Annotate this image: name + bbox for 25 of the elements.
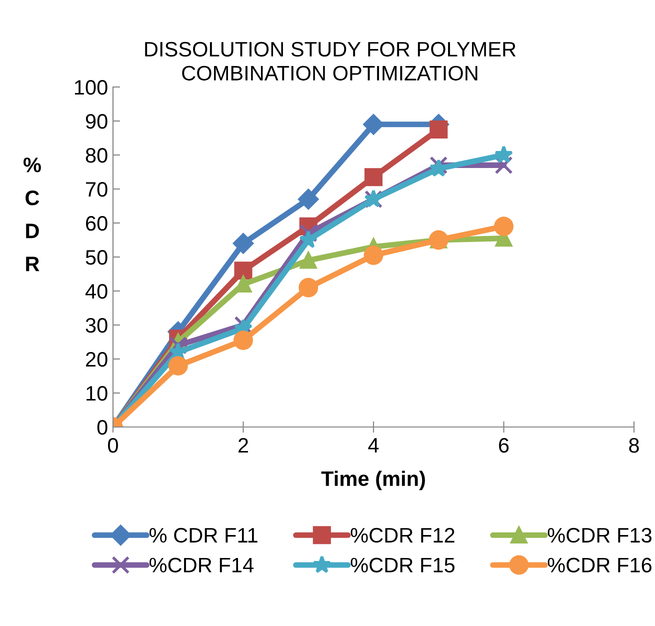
legend-label: %CDR F16	[548, 558, 652, 572]
legend-label: %CDR F13	[548, 528, 652, 543]
y-tick-label: 90	[86, 114, 108, 129]
y-tick-label: 100	[74, 80, 108, 95]
y-axis-title: % C D R	[24, 158, 41, 272]
legend-label: %CDR F15	[350, 558, 455, 572]
legend-label: %CDR F12	[350, 528, 454, 543]
x-tick-label: 0	[108, 438, 118, 453]
y-tick-label: 70	[86, 182, 108, 197]
y-tick-label: 30	[86, 318, 108, 333]
y-tick-label: 80	[86, 148, 108, 163]
chart-title: DISSOLUTION STUDY FOR POLYMER COMBINATION OPTIMIZATION	[145, 42, 516, 81]
y-tick-label: 50	[86, 250, 108, 265]
y-tick-label: 10	[86, 386, 108, 401]
x-tick-label: 6	[499, 438, 509, 453]
y-tick-label: 40	[85, 284, 108, 299]
y-tick-label: 60	[86, 216, 108, 231]
y-tick-label: 0	[97, 420, 108, 435]
x-axis-title: Time (min)	[321, 470, 425, 490]
legend-label: % CDR F11	[150, 528, 258, 543]
legend-label: %CDR F14	[150, 558, 254, 572]
x-tick-label: 8	[629, 438, 639, 453]
y-tick-label: 20	[86, 352, 108, 367]
x-tick-label: 2	[238, 438, 248, 453]
x-tick-label: 4	[368, 438, 379, 453]
